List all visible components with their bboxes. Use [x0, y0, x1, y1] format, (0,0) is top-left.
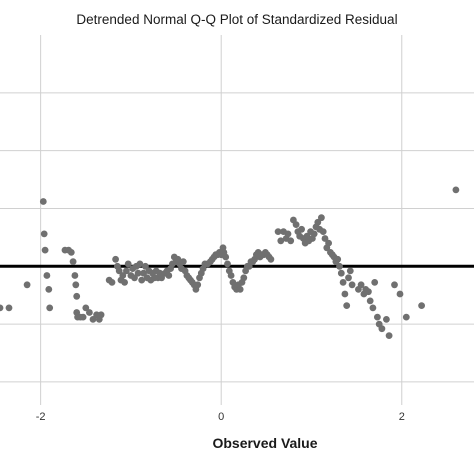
- data-point: [240, 274, 248, 282]
- data-point: [274, 228, 282, 236]
- data-point: [357, 281, 365, 289]
- data-point: [310, 230, 318, 238]
- data-point: [136, 260, 144, 268]
- data-point: [236, 286, 244, 293]
- data-point: [284, 230, 292, 238]
- data-point: [194, 281, 202, 289]
- data-point: [345, 274, 352, 282]
- data-point: [325, 239, 332, 247]
- data-point: [86, 309, 93, 316]
- data-point: [366, 297, 374, 305]
- data-point: [112, 255, 119, 263]
- data-point: [5, 304, 13, 312]
- data-point: [298, 225, 305, 233]
- data-point: [292, 221, 300, 229]
- data-point: [23, 281, 31, 289]
- data-point: [124, 260, 132, 268]
- x-tick-label: -2: [36, 411, 46, 423]
- data-point: [142, 262, 149, 270]
- data-point: [267, 255, 275, 263]
- data-point: [165, 272, 173, 279]
- data-point: [138, 276, 146, 284]
- data-point: [418, 302, 425, 309]
- data-point: [337, 269, 345, 277]
- data-point: [121, 279, 128, 286]
- data-points: [0, 186, 460, 339]
- data-point: [334, 255, 342, 263]
- data-point: [45, 286, 53, 293]
- data-point: [391, 281, 398, 289]
- data-point: [140, 269, 148, 277]
- data-point: [73, 292, 81, 300]
- data-point: [339, 279, 347, 286]
- data-point: [371, 279, 379, 286]
- data-point: [43, 272, 51, 279]
- data-point: [385, 332, 393, 339]
- data-point: [41, 246, 49, 254]
- data-point: [365, 288, 372, 296]
- data-point: [287, 237, 295, 245]
- data-point: [346, 267, 354, 275]
- data-point: [222, 253, 230, 261]
- data-point: [179, 258, 187, 265]
- data-point: [69, 258, 77, 265]
- data-point: [452, 186, 460, 194]
- data-point: [115, 267, 123, 275]
- data-point: [131, 274, 138, 282]
- data-point: [46, 304, 54, 312]
- data-point: [227, 272, 235, 279]
- data-point: [123, 267, 130, 275]
- data-point: [224, 260, 231, 268]
- data-point: [341, 290, 349, 298]
- data-point: [319, 228, 327, 236]
- data-point: [343, 302, 351, 309]
- data-point: [71, 272, 79, 279]
- data-point: [348, 281, 356, 289]
- x-axis-ticks: -2 0 2: [36, 411, 405, 423]
- data-point: [108, 279, 116, 286]
- data-point: [321, 235, 329, 242]
- data-point: [89, 316, 97, 323]
- chart-title: Detrended Normal Q-Q Plot of Standardize…: [76, 12, 397, 27]
- data-point: [336, 262, 343, 270]
- x-axis-label: Observed Value: [212, 435, 317, 451]
- data-point: [402, 313, 410, 321]
- data-point: [0, 304, 4, 312]
- data-point: [72, 281, 80, 289]
- data-point: [158, 274, 166, 282]
- data-point: [97, 311, 105, 319]
- data-point: [134, 269, 142, 277]
- data-point: [40, 230, 48, 238]
- data-point: [374, 313, 381, 321]
- data-point: [318, 214, 325, 222]
- x-tick-label: 0: [218, 411, 224, 423]
- data-point: [67, 249, 75, 256]
- data-point: [119, 272, 127, 279]
- data-point: [396, 290, 404, 298]
- data-point: [314, 218, 322, 226]
- data-point: [79, 313, 87, 321]
- plot-grid: [0, 35, 474, 405]
- data-point: [369, 304, 377, 312]
- data-point: [82, 304, 90, 312]
- data-point: [383, 316, 390, 323]
- data-point: [378, 325, 386, 333]
- x-tick-label: 2: [399, 411, 405, 423]
- data-point: [39, 198, 47, 205]
- data-point: [277, 237, 285, 245]
